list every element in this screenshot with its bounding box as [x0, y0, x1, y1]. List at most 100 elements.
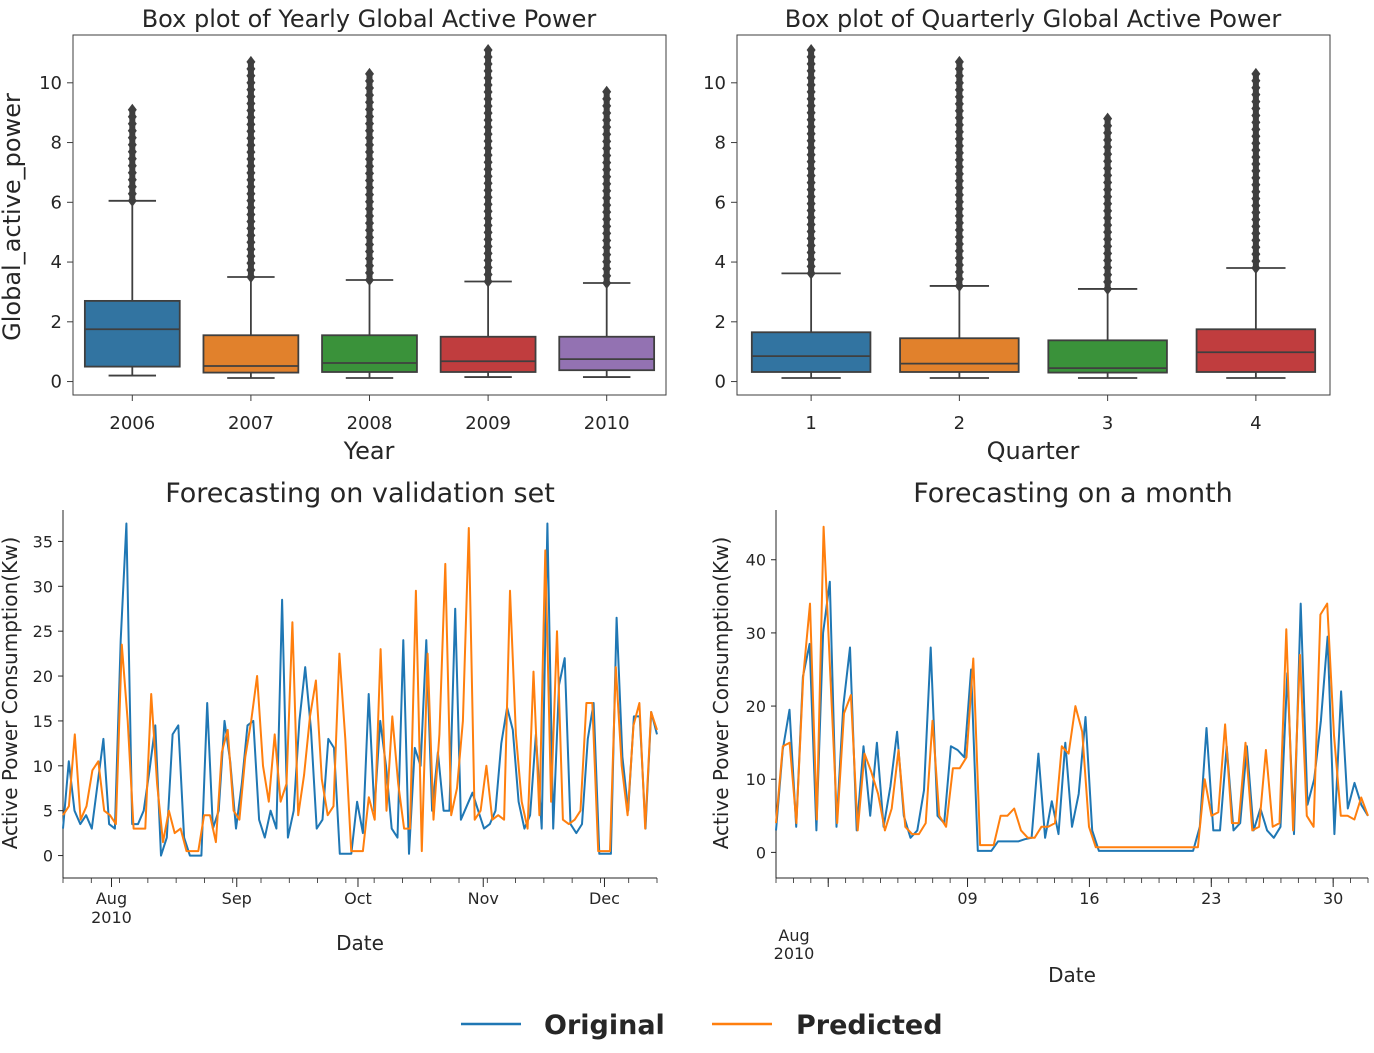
outlier-point: [1251, 206, 1261, 219]
outlier-point: [602, 213, 612, 226]
outlier-point: [365, 217, 374, 230]
outlier-point: [246, 146, 256, 159]
outlier-point: [1103, 141, 1113, 154]
outlier-point: [954, 174, 964, 187]
outlier-point: [127, 194, 137, 207]
x-tick-label: 2006: [109, 413, 155, 434]
outlier-point: [602, 220, 612, 233]
box-2: [899, 337, 1020, 373]
outlier-point: [1251, 109, 1261, 122]
outlier-point: [806, 155, 816, 168]
outlier-point: [365, 202, 374, 215]
outlier-point: [806, 162, 816, 175]
outlier-point: [954, 195, 964, 208]
outlier-point: [246, 132, 256, 145]
outlier-point: [483, 57, 493, 70]
outlier-point: [1251, 88, 1261, 101]
outlier-point: [483, 205, 493, 218]
outlier-point: [483, 121, 493, 134]
outlier-point: [1251, 178, 1261, 191]
outlier-point: [246, 180, 256, 193]
outlier-point: [365, 124, 374, 137]
outlier-point: [483, 184, 493, 197]
y-tick-label: 15: [33, 712, 53, 731]
box-4: [1195, 328, 1317, 373]
validation-forecast-title: Forecasting on validation set: [165, 478, 555, 509]
y-tick-label: 0: [756, 843, 766, 862]
outlier-point: [1251, 123, 1261, 136]
outlier-point: [1251, 144, 1261, 157]
outlier-point: [483, 254, 493, 267]
outlier-point: [127, 117, 137, 130]
yearly-box-plot-title: Box plot of Yearly Global Active Power: [142, 5, 597, 33]
outlier-point: [1251, 157, 1261, 170]
x-tick-label: Dec: [589, 889, 620, 908]
outlier-point: [954, 132, 964, 145]
plot-frame: [736, 34, 1331, 396]
outlier-point: [1251, 95, 1261, 108]
outlier-point: [954, 76, 964, 89]
outlier-point: [483, 86, 493, 99]
outlier-point: [954, 146, 964, 159]
outlier-point: [365, 231, 374, 244]
y-tick-label: 2: [715, 312, 726, 333]
outlier-point: [483, 93, 493, 106]
outlier-point: [246, 173, 256, 186]
outlier-point: [1103, 112, 1113, 125]
outlier-point: [1103, 169, 1113, 182]
month-marker-label: Aug: [778, 926, 809, 945]
outlier-point: [246, 194, 256, 207]
outlier-point: [806, 253, 816, 266]
outlier-point: [806, 50, 816, 63]
box-2009: [439, 335, 537, 373]
outlier-point: [246, 90, 256, 103]
outlier-point: [483, 100, 493, 113]
outlier-point: [127, 110, 137, 123]
outlier-point: [1251, 137, 1261, 150]
outlier-point: [1251, 185, 1261, 198]
outlier-point: [806, 176, 816, 189]
y-tick-label: 10: [33, 757, 53, 776]
month-forecast-ylabel: Active Power Consumption(Kw): [709, 537, 733, 850]
outlier-point: [806, 113, 816, 126]
outlier-point: [602, 269, 612, 282]
outlier-point: [602, 135, 612, 148]
outlier-point: [1103, 126, 1113, 139]
y-tick-label: 20: [746, 697, 766, 716]
outlier-point: [246, 83, 256, 96]
series-line-predicted: [62, 527, 658, 853]
outlier-point: [806, 71, 816, 84]
yearly-box-plot: Box plot of Yearly Global Active Power Y…: [0, 5, 667, 465]
outlier-point: [365, 117, 374, 130]
outlier-point: [954, 223, 964, 236]
outlier-point: [806, 120, 816, 133]
outlier-point: [483, 114, 493, 127]
outlier-point: [246, 264, 256, 277]
y-tick-label: 10: [703, 73, 726, 94]
outlier-point: [602, 177, 612, 190]
outlier-point: [365, 210, 374, 223]
outlier-point: [1103, 162, 1113, 175]
validation-forecast-ylabel: Active Power Consumption(Kw): [0, 537, 22, 850]
box-2007: [202, 334, 300, 374]
outlier-point: [483, 177, 493, 190]
outlier-point: [806, 141, 816, 154]
outlier-point: [483, 247, 493, 260]
outlier-point: [806, 106, 816, 119]
outlier-point: [806, 92, 816, 105]
legend-original-label: Original: [544, 1010, 665, 1041]
outlier-point: [365, 82, 374, 95]
outlier-point: [954, 251, 964, 264]
outlier-point: [954, 90, 964, 103]
y-tick-label: 25: [33, 622, 53, 641]
x-tick-label: 2: [954, 413, 965, 434]
outlier-point: [954, 181, 964, 194]
outlier-point: [954, 202, 964, 215]
outlier-point: [483, 240, 493, 253]
y-tick-label: 6: [715, 192, 726, 213]
outlier-point: [954, 118, 964, 131]
outlier-point: [954, 97, 964, 110]
outlier-point: [483, 43, 493, 56]
